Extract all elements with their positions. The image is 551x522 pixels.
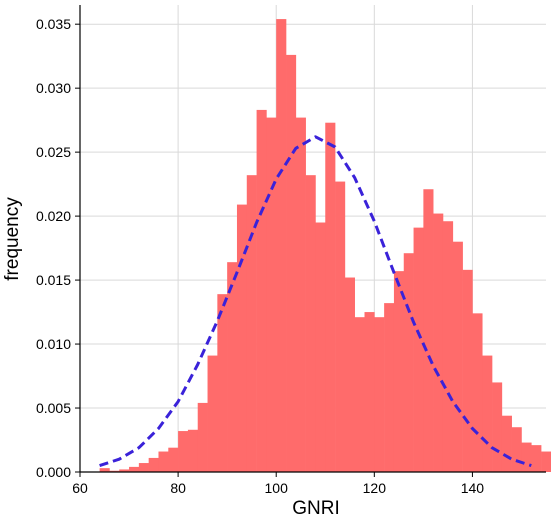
histogram-bar bbox=[521, 442, 532, 472]
histogram-bar bbox=[452, 241, 463, 472]
histogram-bar bbox=[286, 54, 297, 473]
histogram-bar bbox=[99, 468, 110, 472]
histogram-bar bbox=[403, 253, 414, 472]
histogram-bar bbox=[393, 271, 405, 472]
histogram-bar bbox=[541, 451, 551, 472]
histogram-bar bbox=[138, 463, 149, 472]
histogram-bar bbox=[482, 355, 493, 472]
x-axis-title: GNRI bbox=[292, 498, 340, 519]
histogram-bar bbox=[531, 445, 542, 472]
histogram-bar bbox=[197, 402, 208, 472]
y-tick-label: 0.025 bbox=[36, 144, 71, 160]
histogram-bar bbox=[148, 457, 159, 472]
histogram-bar bbox=[511, 427, 522, 472]
histogram-bars bbox=[99, 19, 551, 473]
histogram-bar bbox=[374, 317, 385, 472]
histogram-bar bbox=[423, 189, 434, 472]
histogram-bar bbox=[256, 109, 267, 472]
histogram-bar bbox=[236, 204, 248, 472]
x-tick-label: 100 bbox=[265, 480, 289, 496]
histogram-bar bbox=[492, 382, 503, 472]
y-axis-title: frequency bbox=[2, 197, 23, 281]
histogram-bar bbox=[384, 303, 395, 472]
histogram-bar bbox=[227, 262, 238, 472]
normal-curve bbox=[99, 135, 532, 468]
histogram-bar bbox=[119, 469, 130, 472]
y-tick-label: 0.000 bbox=[36, 464, 71, 480]
histogram-bar bbox=[442, 221, 454, 472]
histogram-bar bbox=[335, 181, 346, 472]
y-tick-label: 0.010 bbox=[36, 336, 71, 352]
histogram-bar bbox=[129, 466, 140, 472]
x-tick-label: 140 bbox=[461, 480, 485, 496]
tick-labels: 60 80 100 120 140 0.000 0.005 0.010 0.015 0.020 0.… bbox=[36, 16, 484, 496]
histogram-bar bbox=[325, 122, 336, 472]
histogram-bar bbox=[109, 470, 120, 472]
y-tick-label: 0.030 bbox=[36, 80, 71, 96]
histogram-bar bbox=[354, 317, 365, 472]
axes bbox=[79, 5, 546, 473]
histogram-bar bbox=[217, 294, 228, 472]
histogram-bar bbox=[168, 447, 179, 472]
histogram-bar bbox=[207, 355, 218, 472]
histogram-bar bbox=[433, 213, 444, 472]
histogram-bar bbox=[158, 451, 169, 472]
x-tick-label: 120 bbox=[363, 480, 387, 496]
histogram-bar bbox=[246, 175, 257, 473]
x-tick-label: 60 bbox=[72, 480, 88, 496]
y-tick-label: 0.020 bbox=[36, 208, 71, 224]
y-tick-label: 0.035 bbox=[36, 16, 71, 32]
histogram-bar bbox=[178, 431, 189, 472]
y-tick-label: 0.005 bbox=[36, 400, 71, 416]
histogram-bar bbox=[187, 429, 199, 472]
normal-curve-line bbox=[99, 135, 532, 468]
histogram-bar bbox=[344, 277, 355, 472]
histogram-bar bbox=[295, 117, 306, 472]
histogram-bar bbox=[305, 175, 316, 473]
y-tick-label: 0.015 bbox=[36, 272, 71, 288]
histogram-bar bbox=[315, 222, 326, 472]
x-tick-label: 80 bbox=[170, 480, 186, 496]
histogram-bar bbox=[266, 117, 277, 472]
histogram-bar bbox=[364, 312, 375, 472]
histogram-bar bbox=[276, 19, 287, 472]
histogram-bar bbox=[462, 269, 473, 472]
histogram-bar bbox=[501, 415, 512, 472]
histogram-bar bbox=[413, 227, 424, 472]
histogram-bar bbox=[472, 313, 483, 472]
